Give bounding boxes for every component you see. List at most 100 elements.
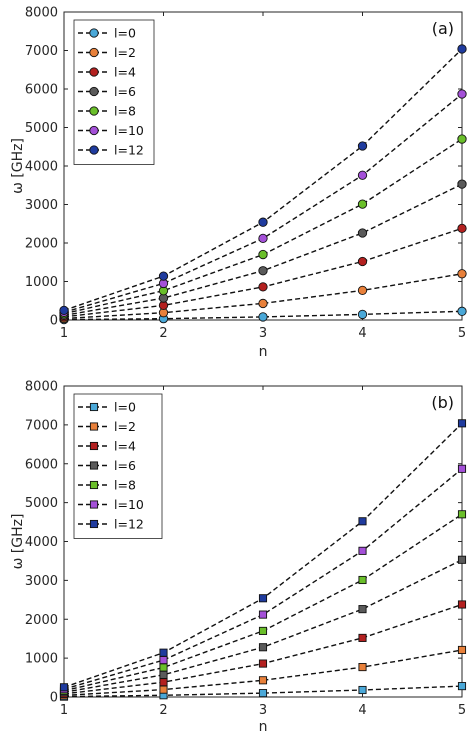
data-point bbox=[457, 464, 467, 473]
y-tick-label: 8000 bbox=[25, 380, 58, 395]
legend-marker bbox=[89, 86, 99, 97]
series-line-l=0 bbox=[63, 685, 463, 698]
data-point bbox=[258, 610, 268, 619]
legend-marker bbox=[89, 67, 99, 77]
data-point bbox=[258, 298, 268, 309]
data-point bbox=[59, 305, 69, 316]
y-tick-label: 0 bbox=[50, 691, 58, 706]
legend-marker bbox=[89, 145, 99, 155]
legend-label: l=10 bbox=[114, 123, 144, 138]
y-tick-label: 6000 bbox=[25, 457, 58, 472]
panel-label: (a) bbox=[432, 19, 454, 38]
legend-label: l=6 bbox=[114, 84, 136, 99]
data-point bbox=[159, 656, 168, 665]
y-tick-label: 2000 bbox=[25, 237, 58, 252]
data-point bbox=[457, 682, 467, 691]
y-tick-label: 3000 bbox=[25, 574, 58, 589]
legend-label: l=0 bbox=[114, 400, 136, 415]
legend-marker bbox=[89, 106, 99, 116]
legend-marker bbox=[89, 47, 99, 58]
y-tick-label: 3000 bbox=[25, 198, 58, 213]
legend-marker bbox=[89, 402, 99, 412]
data-point bbox=[258, 217, 268, 227]
data-point bbox=[258, 312, 268, 322]
x-tick-label: 2 bbox=[159, 703, 167, 718]
data-point bbox=[457, 419, 467, 428]
series-line-l=6 bbox=[63, 183, 463, 317]
data-point bbox=[258, 282, 268, 292]
data-point bbox=[358, 517, 367, 526]
legend-label: l=12 bbox=[114, 143, 144, 158]
legend-marker bbox=[89, 519, 99, 529]
legend-marker bbox=[89, 441, 99, 451]
data-point bbox=[159, 678, 168, 687]
data-point bbox=[457, 179, 467, 189]
legend-label: l=12 bbox=[114, 517, 144, 532]
data-point bbox=[258, 626, 268, 635]
data-point bbox=[159, 685, 168, 694]
data-point bbox=[357, 309, 368, 320]
data-point bbox=[358, 663, 367, 672]
x-tick-label: 4 bbox=[358, 326, 366, 341]
data-point bbox=[159, 663, 168, 672]
y-tick-label: 0 bbox=[50, 314, 58, 329]
x-tick-label: 1 bbox=[60, 326, 68, 341]
data-point bbox=[457, 44, 467, 54]
legend-marker bbox=[89, 500, 99, 509]
data-point bbox=[258, 659, 268, 668]
legend-box bbox=[73, 393, 163, 539]
legend-marker bbox=[89, 461, 99, 470]
x-tick-label: 1 bbox=[60, 703, 68, 718]
data-point bbox=[158, 271, 169, 281]
data-point bbox=[159, 648, 168, 657]
series-line-l=0 bbox=[63, 310, 463, 321]
data-point bbox=[457, 555, 467, 564]
chart-panel-2: 1 2 3 4 5 0 1000 2000 3000 4000 5000 6000 7000 8000 n ω… bbox=[10, 380, 466, 736]
data-point bbox=[358, 685, 367, 695]
y-tick-label: 5000 bbox=[25, 121, 58, 136]
legend-box bbox=[73, 19, 155, 165]
data-point bbox=[258, 249, 268, 260]
x-tick-label: 5 bbox=[458, 703, 466, 718]
data-point bbox=[258, 689, 268, 698]
data-point bbox=[457, 223, 467, 234]
chart-panel-1: 1 2 3 4 5 0 1000 2000 3000 4000 5000 6000 7000 8000 n ω… bbox=[10, 6, 467, 360]
legend-marker bbox=[89, 480, 99, 490]
y-tick-label: 7000 bbox=[25, 418, 58, 433]
y-axis-label: ω [GHz] bbox=[10, 514, 26, 570]
x-axis-label: n bbox=[259, 344, 268, 360]
legend-label: l=4 bbox=[114, 65, 136, 80]
legend-marker bbox=[89, 422, 99, 431]
data-point bbox=[258, 676, 268, 685]
legend-label: l=8 bbox=[114, 478, 136, 493]
data-point bbox=[358, 575, 367, 585]
y-tick-label: 1000 bbox=[25, 652, 58, 667]
y-axis-label: ω [GHz] bbox=[10, 138, 26, 194]
data-point bbox=[457, 600, 467, 609]
x-tick-label: 3 bbox=[259, 326, 267, 341]
series-line-l=2 bbox=[63, 273, 463, 320]
x-axis-label: n bbox=[259, 719, 268, 735]
x-tick-label: 5 bbox=[458, 326, 466, 341]
legend-marker bbox=[89, 28, 99, 38]
legend-label: l=2 bbox=[114, 45, 136, 60]
series-line-l=6 bbox=[63, 559, 463, 693]
data-point bbox=[258, 233, 268, 244]
data-point bbox=[457, 645, 467, 655]
data-point bbox=[258, 266, 268, 276]
panel-label: (b) bbox=[431, 393, 454, 412]
x-tick-label: 2 bbox=[159, 326, 167, 341]
data-point bbox=[258, 643, 268, 652]
data-point bbox=[457, 306, 467, 316]
data-point bbox=[357, 285, 368, 296]
y-tick-label: 8000 bbox=[25, 6, 58, 21]
data-point bbox=[457, 134, 467, 144]
data-point bbox=[59, 683, 69, 692]
data-point bbox=[457, 269, 467, 279]
data-point bbox=[357, 170, 368, 180]
legend-label: l=10 bbox=[114, 497, 144, 512]
y-tick-label: 1000 bbox=[25, 275, 58, 290]
data-point bbox=[357, 199, 368, 209]
y-tick-label: 5000 bbox=[25, 496, 58, 511]
